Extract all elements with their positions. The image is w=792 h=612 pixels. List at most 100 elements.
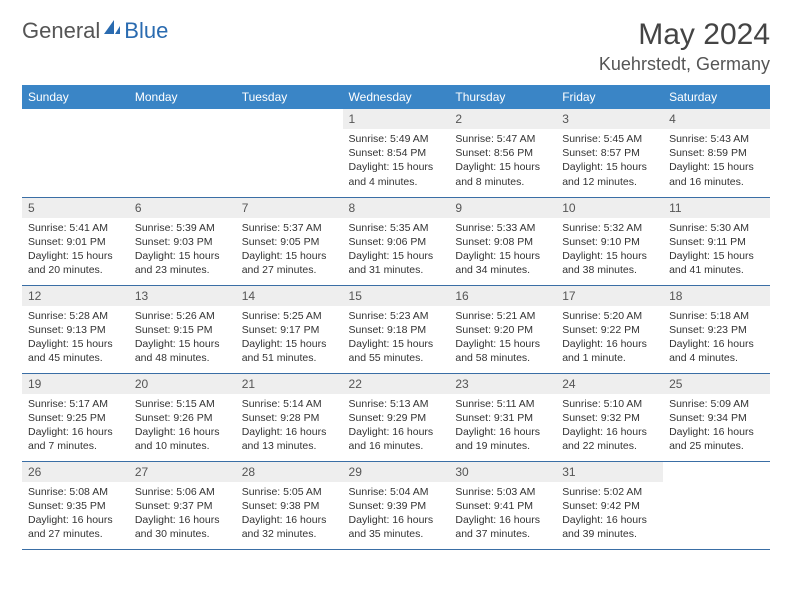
calendar-day-cell: 1Sunrise: 5:49 AMSunset: 8:54 PMDaylight… [343,109,450,197]
calendar-day-cell: 22Sunrise: 5:13 AMSunset: 9:29 PMDayligh… [343,373,450,461]
calendar-day-cell: 17Sunrise: 5:20 AMSunset: 9:22 PMDayligh… [556,285,663,373]
day-number: 18 [663,286,770,306]
day-number: 2 [449,109,556,129]
day-number: 11 [663,198,770,218]
calendar-day-cell: 13Sunrise: 5:26 AMSunset: 9:15 PMDayligh… [129,285,236,373]
day-number: 28 [236,462,343,482]
sail-icon [102,18,122,44]
brand-part2: Blue [124,18,168,44]
month-title: May 2024 [599,18,770,52]
day-details: Sunrise: 5:25 AMSunset: 9:17 PMDaylight:… [236,306,343,370]
calendar-day-cell: 6Sunrise: 5:39 AMSunset: 9:03 PMDaylight… [129,197,236,285]
weekday-header-row: SundayMondayTuesdayWednesdayThursdayFrid… [22,85,770,109]
calendar-day-cell: 30Sunrise: 5:03 AMSunset: 9:41 PMDayligh… [449,461,556,549]
day-number: 29 [343,462,450,482]
calendar-day-cell: 11Sunrise: 5:30 AMSunset: 9:11 PMDayligh… [663,197,770,285]
day-number: 31 [556,462,663,482]
calendar-day-cell: 9Sunrise: 5:33 AMSunset: 9:08 PMDaylight… [449,197,556,285]
day-number: 25 [663,374,770,394]
day-details: Sunrise: 5:26 AMSunset: 9:15 PMDaylight:… [129,306,236,370]
day-details: Sunrise: 5:23 AMSunset: 9:18 PMDaylight:… [343,306,450,370]
calendar-table: SundayMondayTuesdayWednesdayThursdayFrid… [22,85,770,550]
calendar-day-cell: 5Sunrise: 5:41 AMSunset: 9:01 PMDaylight… [22,197,129,285]
calendar-week-row: 19Sunrise: 5:17 AMSunset: 9:25 PMDayligh… [22,373,770,461]
calendar-week-row: 12Sunrise: 5:28 AMSunset: 9:13 PMDayligh… [22,285,770,373]
day-number: 19 [22,374,129,394]
day-details: Sunrise: 5:03 AMSunset: 9:41 PMDaylight:… [449,482,556,546]
day-details: Sunrise: 5:17 AMSunset: 9:25 PMDaylight:… [22,394,129,458]
calendar-day-cell: 14Sunrise: 5:25 AMSunset: 9:17 PMDayligh… [236,285,343,373]
day-details: Sunrise: 5:06 AMSunset: 9:37 PMDaylight:… [129,482,236,546]
day-details: Sunrise: 5:21 AMSunset: 9:20 PMDaylight:… [449,306,556,370]
day-number: 24 [556,374,663,394]
day-number [129,109,236,115]
day-details: Sunrise: 5:08 AMSunset: 9:35 PMDaylight:… [22,482,129,546]
day-number [22,109,129,115]
calendar-day-cell: 23Sunrise: 5:11 AMSunset: 9:31 PMDayligh… [449,373,556,461]
calendar-day-cell: 18Sunrise: 5:18 AMSunset: 9:23 PMDayligh… [663,285,770,373]
day-details: Sunrise: 5:32 AMSunset: 9:10 PMDaylight:… [556,218,663,282]
day-number: 6 [129,198,236,218]
page-header: General Blue May 2024 Kuehrstedt, German… [22,18,770,75]
calendar-day-cell: 4Sunrise: 5:43 AMSunset: 8:59 PMDaylight… [663,109,770,197]
day-details: Sunrise: 5:15 AMSunset: 9:26 PMDaylight:… [129,394,236,458]
calendar-day-cell: 29Sunrise: 5:04 AMSunset: 9:39 PMDayligh… [343,461,450,549]
day-number [236,109,343,115]
day-details: Sunrise: 5:43 AMSunset: 8:59 PMDaylight:… [663,129,770,193]
day-details: Sunrise: 5:39 AMSunset: 9:03 PMDaylight:… [129,218,236,282]
calendar-week-row: 5Sunrise: 5:41 AMSunset: 9:01 PMDaylight… [22,197,770,285]
calendar-day-cell: 15Sunrise: 5:23 AMSunset: 9:18 PMDayligh… [343,285,450,373]
day-number: 13 [129,286,236,306]
day-number [663,462,770,468]
weekday-header: Friday [556,85,663,109]
weekday-header: Sunday [22,85,129,109]
calendar-day-cell: 27Sunrise: 5:06 AMSunset: 9:37 PMDayligh… [129,461,236,549]
location-label: Kuehrstedt, Germany [599,54,770,75]
calendar-day-cell: 26Sunrise: 5:08 AMSunset: 9:35 PMDayligh… [22,461,129,549]
day-number: 23 [449,374,556,394]
calendar-day-cell: 3Sunrise: 5:45 AMSunset: 8:57 PMDaylight… [556,109,663,197]
calendar-day-cell [22,109,129,197]
day-details: Sunrise: 5:47 AMSunset: 8:56 PMDaylight:… [449,129,556,193]
calendar-week-row: 26Sunrise: 5:08 AMSunset: 9:35 PMDayligh… [22,461,770,549]
day-number: 4 [663,109,770,129]
day-details: Sunrise: 5:10 AMSunset: 9:32 PMDaylight:… [556,394,663,458]
day-number: 7 [236,198,343,218]
calendar-day-cell: 8Sunrise: 5:35 AMSunset: 9:06 PMDaylight… [343,197,450,285]
calendar-day-cell: 21Sunrise: 5:14 AMSunset: 9:28 PMDayligh… [236,373,343,461]
calendar-day-cell: 10Sunrise: 5:32 AMSunset: 9:10 PMDayligh… [556,197,663,285]
day-details: Sunrise: 5:13 AMSunset: 9:29 PMDaylight:… [343,394,450,458]
day-details: Sunrise: 5:28 AMSunset: 9:13 PMDaylight:… [22,306,129,370]
day-details: Sunrise: 5:09 AMSunset: 9:34 PMDaylight:… [663,394,770,458]
weekday-header: Wednesday [343,85,450,109]
calendar-day-cell: 20Sunrise: 5:15 AMSunset: 9:26 PMDayligh… [129,373,236,461]
day-details: Sunrise: 5:02 AMSunset: 9:42 PMDaylight:… [556,482,663,546]
day-details: Sunrise: 5:49 AMSunset: 8:54 PMDaylight:… [343,129,450,193]
day-number: 1 [343,109,450,129]
day-number: 27 [129,462,236,482]
weekday-header: Thursday [449,85,556,109]
calendar-day-cell [663,461,770,549]
day-number: 9 [449,198,556,218]
day-number: 22 [343,374,450,394]
brand-part1: General [22,18,100,44]
day-details: Sunrise: 5:45 AMSunset: 8:57 PMDaylight:… [556,129,663,193]
calendar-day-cell [129,109,236,197]
brand-logo: General Blue [22,18,168,44]
calendar-day-cell: 2Sunrise: 5:47 AMSunset: 8:56 PMDaylight… [449,109,556,197]
day-details: Sunrise: 5:37 AMSunset: 9:05 PMDaylight:… [236,218,343,282]
day-number: 30 [449,462,556,482]
day-number: 16 [449,286,556,306]
weekday-header: Saturday [663,85,770,109]
day-number: 3 [556,109,663,129]
day-details: Sunrise: 5:20 AMSunset: 9:22 PMDaylight:… [556,306,663,370]
day-number: 12 [22,286,129,306]
calendar-day-cell: 24Sunrise: 5:10 AMSunset: 9:32 PMDayligh… [556,373,663,461]
day-details: Sunrise: 5:33 AMSunset: 9:08 PMDaylight:… [449,218,556,282]
day-number: 21 [236,374,343,394]
day-number: 17 [556,286,663,306]
weekday-header: Monday [129,85,236,109]
day-details: Sunrise: 5:05 AMSunset: 9:38 PMDaylight:… [236,482,343,546]
calendar-day-cell: 28Sunrise: 5:05 AMSunset: 9:38 PMDayligh… [236,461,343,549]
day-details: Sunrise: 5:11 AMSunset: 9:31 PMDaylight:… [449,394,556,458]
